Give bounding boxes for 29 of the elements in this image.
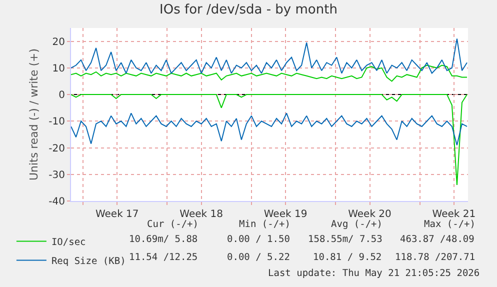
y-tick-label: -20 [48,143,65,154]
text: 10.81 / 9.52 [313,252,382,263]
y-tick-label: -40 [48,196,65,208]
text: Min (-/+) [239,219,290,230]
y-tick-label: -30 [48,170,65,181]
text: Max (-/+) [424,219,476,230]
x-tick-label: Week 21 [432,209,476,220]
x-tick-label: Week 19 [264,209,308,220]
x-tick-label: Week 20 [348,209,392,220]
y-tick-label: 20 [52,36,65,48]
legend-label: Req Size (KB) [51,256,126,267]
text: Last update: Thu May 21 21:05:25 2026 [268,268,480,279]
y-axis-title: Units read (-) / write (+) [27,48,40,181]
text: 0.00 / 1.50 [227,234,290,245]
x-tick-label: Week 18 [180,209,223,220]
chart-title: IOs for /dev/sda - by month [160,2,338,18]
text: 463.87 /48.09 [400,234,475,245]
text: Cur (-/+) [147,219,198,230]
y-tick-label: 0 [58,90,65,102]
text: 118.78 /207.71 [395,252,476,263]
text: 158.55m/ 7.53 [308,234,382,245]
legend-label: IO/sec [51,236,86,248]
x-tick-label: Week 17 [95,209,139,220]
text: 0.00 / 5.22 [227,252,290,263]
y-tick-label: -10 [48,116,65,128]
text: 11.54 /12.25 [129,252,198,263]
text: 10.69m/ 5.88 [129,234,198,245]
y-tick-label: 10 [52,63,65,74]
text: Avg (-/+) [331,219,382,230]
